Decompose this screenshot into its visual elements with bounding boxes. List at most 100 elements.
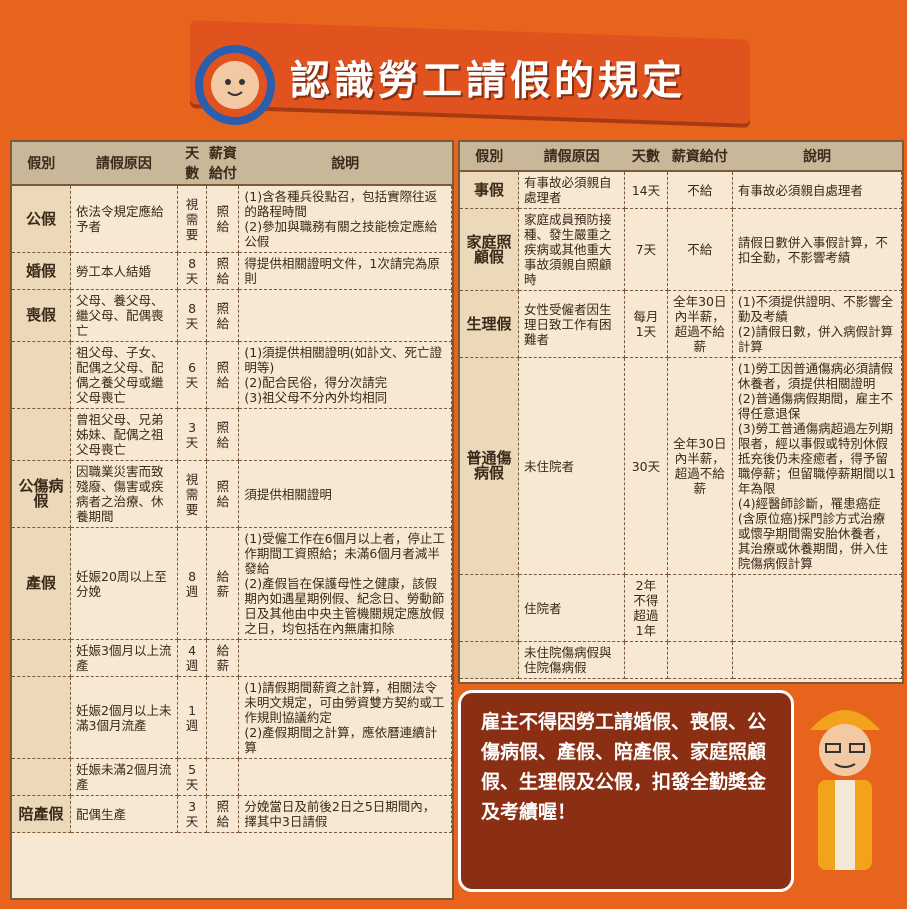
cell-cat xyxy=(12,408,71,461)
cell-days: 30天 xyxy=(624,357,668,575)
table-row: 事假 有事故必須親自處理者 14天 不給 有事故必須親自處理者 xyxy=(460,171,903,209)
cell-days: 8天 xyxy=(177,289,208,342)
cell-reason: 依法令規定應給予者 xyxy=(70,185,178,253)
cell-cat xyxy=(12,758,71,796)
cell-cat xyxy=(460,641,519,679)
table-row: 陪產假 配偶生產 3天 照給 分娩當日及前後2日之5日期間內，擇其中3日請假 xyxy=(12,795,452,833)
cell-reason: 妊娠未滿2個月流產 xyxy=(70,758,178,796)
table-row: 產假 妊娠20周以上至分娩 8週 給薪 (1)受僱工作在6個月以上者，停止工作期間工資照… xyxy=(12,527,452,640)
table-row: 喪假 父母、養父母、繼父母、配偶喪亡 8天 照給 xyxy=(12,289,452,342)
cell-days: 視需要 xyxy=(177,185,208,253)
cell-note: 有事故必須親自處理者 xyxy=(732,171,903,209)
title-banner: 認識勞工請假的規定 xyxy=(0,0,907,140)
cell-cat xyxy=(12,676,71,759)
col-pay: 薪資給付 xyxy=(206,142,239,186)
col-note: 說明 xyxy=(238,142,452,186)
cell-reason: 勞工本人結婚 xyxy=(70,252,178,290)
cell-pay: 全年30日內半薪，超過不給薪 xyxy=(667,290,733,358)
cell-reason: 未住院者 xyxy=(518,357,626,575)
cell-days: 3天 xyxy=(177,795,208,833)
cell-pay: 不給 xyxy=(667,208,733,291)
cell-note: 請假日數併入事假計算，不扣全勤，不影響考績 xyxy=(732,208,903,291)
reminder-text: 雇主不得因勞工請婚假、喪假、公傷病假、產假、陪產假、家庭照顧假、生理假及公假，扣… xyxy=(481,711,767,823)
table-row: 生理假 女性受僱者因生理日致工作有困難者 每月1天 全年30日內半薪，超過不給薪 (1)… xyxy=(460,290,903,358)
cell-days: 1週 xyxy=(177,676,208,759)
cell-pay: 照給 xyxy=(206,460,240,528)
cell-days: 8週 xyxy=(177,527,208,640)
cell-cat: 公假 xyxy=(12,185,71,253)
table-row: 妊娠3個月以上流產 4週 給薪 xyxy=(12,639,452,677)
cell-note xyxy=(238,639,452,677)
cell-days: 6天 xyxy=(177,341,208,409)
cell-note xyxy=(732,574,903,642)
worker-illustration-icon xyxy=(810,710,880,870)
cell-pay xyxy=(667,641,733,679)
left-leave-table: 假別 請假原因 天數 薪資給付 說明 公假 依法令規定應給予者 視需要 照給 (1)含各… xyxy=(10,140,454,900)
cell-reason: 祖父母、子女、配偶之父母、配偶之養父母或繼父母喪亡 xyxy=(70,341,178,409)
cell-days: 14天 xyxy=(624,171,668,209)
cell-reason: 妊娠20周以上至分娩 xyxy=(70,527,178,640)
cell-cat xyxy=(12,639,71,677)
cell-pay xyxy=(206,758,240,796)
table-row: 祖父母、子女、配偶之父母、配偶之養父母或繼父母喪亡 6天 照給 (1)須提供相關證明(… xyxy=(12,341,452,409)
cell-days: 5天 xyxy=(177,758,208,796)
col-reason: 請假原因 xyxy=(70,142,178,186)
cell-note: (1)請假期間薪資之計算，相關法令未明文規定，可由勞資雙方契約或工作規則協議約定… xyxy=(238,676,452,759)
col-type: 假別 xyxy=(460,142,519,172)
cell-cat: 家庭照顧假 xyxy=(460,208,519,291)
col-note: 說明 xyxy=(732,142,902,172)
cell-pay: 照給 xyxy=(206,341,240,409)
cell-note: 須提供相關證明 xyxy=(238,460,452,528)
cell-days: 視需要 xyxy=(177,460,208,528)
reminder-bubble: 雇主不得因勞工請婚假、喪假、公傷病假、產假、陪產假、家庭照顧假、生理假及公假，扣… xyxy=(458,690,794,892)
cell-pay: 全年30日內半薪，超過不給薪 xyxy=(667,357,733,575)
cell-cat: 普通傷病假 xyxy=(460,357,519,575)
table-row: 婚假 勞工本人結婚 8天 照給 得提供相關證明文件，1次請完為原則 xyxy=(12,252,452,290)
cell-days: 每月1天 xyxy=(624,290,668,358)
cell-days: 2年不得超過1年 xyxy=(624,574,668,642)
cell-reason: 家庭成員預防接種、發生嚴重之疾病或其他重大事故須親自照顧時 xyxy=(518,208,626,291)
cell-pay: 照給 xyxy=(206,795,240,833)
cell-days: 7天 xyxy=(624,208,668,291)
cell-reason: 有事故必須親自處理者 xyxy=(518,171,626,209)
cell-reason: 住院者 xyxy=(518,574,626,642)
cell-note: 分娩當日及前後2日之5日期間內，擇其中3日請假 xyxy=(238,795,452,833)
cell-days: 8天 xyxy=(177,252,208,290)
cell-reason: 曾祖父母、兄弟姊妹、配偶之祖父母喪亡 xyxy=(70,408,178,461)
cell-cat: 公傷病假 xyxy=(12,460,71,528)
cell-cat: 產假 xyxy=(12,527,71,640)
col-type: 假別 xyxy=(12,142,71,186)
cell-reason: 配偶生產 xyxy=(70,795,178,833)
cell-reason: 父母、養父母、繼父母、配偶喪亡 xyxy=(70,289,178,342)
cell-reason: 女性受僱者因生理日致工作有困難者 xyxy=(518,290,626,358)
table-row: 家庭照顧假 家庭成員預防接種、發生嚴重之疾病或其他重大事故須親自照顧時 7天 不給 請假… xyxy=(460,208,903,291)
table-row: 妊娠2個月以上未滿3個月流產 1週 (1)請假期間薪資之計算，相關法令未明文規定，可… xyxy=(12,676,452,759)
cell-reason: 因職業災害而致殘廢、傷害或疾病者之治療、休養期間 xyxy=(70,460,178,528)
cell-cat: 生理假 xyxy=(460,290,519,358)
cell-cat: 婚假 xyxy=(12,252,71,290)
cell-days: 4週 xyxy=(177,639,208,677)
cell-pay xyxy=(206,676,240,759)
cell-note: (1)須提供相關證明(如訃文、死亡證明等) (2)配合民俗，得分次請完 (3)祖… xyxy=(238,341,452,409)
table-row: 住院者 2年不得超過1年 xyxy=(460,574,903,642)
cell-cat xyxy=(12,341,71,409)
cell-pay: 照給 xyxy=(206,185,240,253)
table-row: 未住院傷病假與住院傷病假 xyxy=(460,641,903,679)
cell-cat: 喪假 xyxy=(12,289,71,342)
table-row: 曾祖父母、兄弟姊妹、配偶之祖父母喪亡 3天 照給 xyxy=(12,408,452,461)
cell-pay: 照給 xyxy=(206,252,240,290)
cell-pay: 照給 xyxy=(206,289,240,342)
table-row: 妊娠未滿2個月流產 5天 xyxy=(12,758,452,796)
table-row: 公假 依法令規定應給予者 視需要 照給 (1)含各種兵役點召，包括實際往返的路程時間 (… xyxy=(12,185,452,253)
cell-pay: 給薪 xyxy=(206,527,240,640)
cell-reason: 妊娠3個月以上流產 xyxy=(70,639,178,677)
cell-pay: 給薪 xyxy=(206,639,240,677)
right-leave-table: 假別 請假原因 天數 薪資給付 說明 事假 有事故必須親自處理者 14天 不給 有事故必… xyxy=(458,140,904,684)
cell-note xyxy=(238,289,452,342)
col-days: 天數 xyxy=(624,142,668,172)
cell-days xyxy=(624,641,668,679)
cell-cat: 事假 xyxy=(460,171,519,209)
col-pay: 薪資給付 xyxy=(667,142,733,172)
cell-note xyxy=(238,758,452,796)
character-badge-icon xyxy=(195,45,275,125)
